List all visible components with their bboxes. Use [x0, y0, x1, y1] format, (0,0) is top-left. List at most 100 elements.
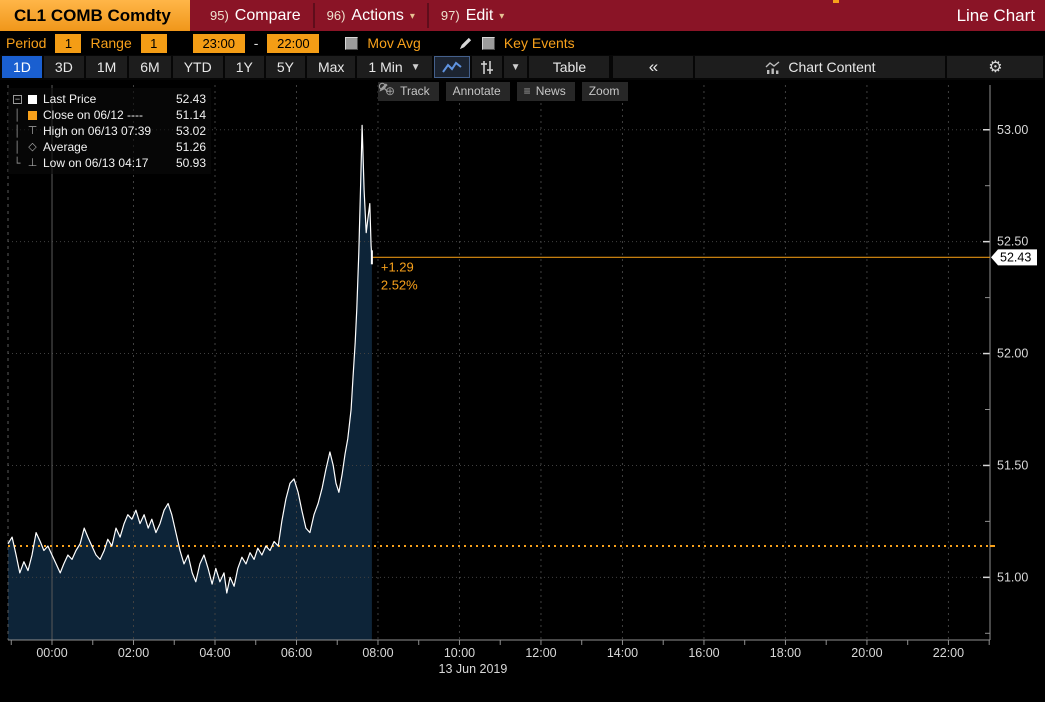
svg-text:2.52%: 2.52% [381, 277, 418, 292]
actions-menu-label: Actions [351, 6, 404, 24]
pencil-icon [459, 37, 471, 49]
svg-text:52.50: 52.50 [997, 235, 1028, 249]
chevron-down-icon: ▾ [409, 11, 415, 22]
zoom-label: Zoom [588, 84, 620, 98]
track-label: Track [400, 84, 430, 98]
legend-row-high[interactable]: │ ⊤ High on 06/13 07:39 53.02 [12, 123, 206, 139]
legend-value: 53.02 [175, 124, 206, 138]
line-chart-icon [441, 61, 462, 73]
chart-legend: − Last Price 52.43 │ Close on 06/12 ----… [8, 88, 211, 174]
actions-menu-button[interactable]: 96) Actions ▾ [315, 0, 427, 31]
period-input[interactable]: 1 [55, 33, 82, 53]
edit-menu-key: 97) [440, 8, 460, 23]
indicators-button[interactable] [471, 56, 502, 78]
legend-row-last-price[interactable]: − Last Price 52.43 [12, 91, 206, 107]
ticker-box[interactable]: CL1 COMB Comdty [0, 0, 190, 31]
svg-text:06:00: 06:00 [281, 646, 312, 660]
mov-avg-checkbox[interactable] [345, 36, 359, 50]
legend-row-average[interactable]: │ ◇ Average 51.26 [12, 139, 206, 155]
track-button[interactable]: ⊕ Track [378, 82, 439, 101]
svg-text:08:00: 08:00 [362, 646, 393, 660]
top-indicator-tick [833, 0, 839, 3]
compare-menu-key: 95) [210, 8, 229, 23]
svg-text:02:00: 02:00 [118, 646, 149, 660]
svg-text:18:00: 18:00 [770, 646, 801, 660]
mov-avg-label: Mov Avg [367, 35, 421, 51]
last-price-badge: 52.43 [991, 249, 1037, 266]
gear-icon: ⚙ [988, 59, 1003, 76]
tab-max[interactable]: Max [306, 56, 356, 78]
tree-branch: │ [13, 108, 21, 122]
range-input[interactable]: 1 [140, 33, 167, 53]
zoom-button[interactable]: Zoom [378, 82, 629, 101]
chart-type-caret-button[interactable]: ▼ [503, 56, 528, 78]
period-label: Period [6, 35, 47, 51]
tab-1d[interactable]: 1D [2, 56, 42, 78]
change-annotation: +1.29 2.52% [381, 259, 418, 292]
title-bar: CL1 COMB Comdty 95) Compare 96) Actions … [0, 0, 1045, 31]
tab-3d[interactable]: 3D [43, 56, 84, 78]
chevron-down-icon: ▾ [499, 11, 505, 22]
table-button[interactable]: Table [529, 56, 610, 78]
legend-value: 51.26 [175, 140, 206, 154]
key-events-checkbox[interactable] [481, 36, 495, 50]
time-from-input[interactable]: 23:00 [192, 33, 245, 53]
collapse-panel-button[interactable]: « [613, 56, 694, 78]
svg-text:12:00: 12:00 [525, 646, 556, 660]
annotate-button[interactable]: Annotate [379, 82, 510, 101]
magnifier-icon [378, 82, 389, 93]
compare-menu-label: Compare [234, 6, 301, 24]
svg-text:04:00: 04:00 [199, 646, 230, 660]
tab-6m[interactable]: 6M [129, 56, 171, 78]
chart-content-label: Chart Content [788, 59, 876, 75]
key-events-label: Key Events [503, 35, 575, 51]
high-marker-icon: ⊤ [27, 124, 38, 137]
legend-label: Close on 06/12 ---- [43, 108, 144, 122]
legend-collapse-icon[interactable]: − [13, 93, 22, 104]
tab-5y[interactable]: 5Y [265, 56, 305, 78]
actions-menu-key: 96) [326, 8, 346, 23]
gridlines: 51.00 51.50 52.00 52.50 53.00 00:00 02:00 04:00… [7, 85, 1028, 676]
price-line [7, 124, 373, 594]
legend-row-low[interactable]: └ ⊥ Low on 06/13 04:17 50.93 [12, 155, 206, 171]
news-button[interactable]: ≡ News [516, 82, 575, 101]
legend-value: 50.93 [175, 156, 206, 170]
menu-divider [312, 3, 315, 28]
svg-text:22:00: 22:00 [933, 646, 964, 660]
window-title: Line Chart [956, 5, 1035, 25]
line-chart-type-button[interactable] [433, 56, 470, 78]
legend-label: Average [43, 140, 88, 154]
annotate-label: Annotate [452, 84, 501, 98]
indicators-icon [480, 60, 493, 74]
line-chart-canvas[interactable]: 51.00 51.50 52.00 52.50 53.00 00:00 02:00 04:00… [0, 80, 1045, 702]
tab-1m[interactable]: 1M [85, 56, 128, 78]
annotate-pencil-button[interactable] [458, 36, 473, 51]
legend-row-close[interactable]: │ Close on 06/12 ---- 51.14 [12, 107, 206, 123]
tree-branch: │ [13, 124, 21, 138]
chart-area: 51.00 51.50 52.00 52.50 53.00 00:00 02:00 04:00… [0, 80, 1045, 702]
legend-label: Low on 06/13 04:17 [43, 156, 149, 170]
average-marker-icon: ◇ [28, 140, 37, 153]
tab-ytd[interactable]: YTD [172, 56, 223, 78]
menu-divider [426, 3, 429, 28]
tab-1y[interactable]: 1Y [224, 56, 264, 78]
compare-menu-button[interactable]: 95) Compare [198, 0, 313, 31]
chart-content-icon [765, 60, 780, 74]
interval-dropdown[interactable]: 1 Min ▼ [357, 56, 432, 78]
time-to-input[interactable]: 22:00 [267, 33, 320, 53]
svg-text:16:00: 16:00 [688, 646, 719, 660]
svg-text:52.00: 52.00 [997, 347, 1028, 361]
legend-value: 52.43 [175, 92, 206, 106]
chevron-down-icon: ▼ [410, 61, 421, 73]
chart-tools-bar: ⊕ Track Annotate ≡ News Zoom [378, 82, 629, 101]
svg-text:20:00: 20:00 [851, 646, 882, 660]
legend-value: 51.14 [175, 108, 206, 122]
svg-text:+1.29: +1.29 [381, 259, 414, 274]
legend-label: High on 06/13 07:39 [43, 124, 152, 138]
close-swatch [26, 110, 39, 120]
legend-label: Last Price [43, 92, 97, 106]
edit-menu-button[interactable]: 97) Edit ▾ [429, 0, 516, 31]
chart-settings-button[interactable]: ⚙ [947, 56, 1044, 78]
svg-text:52.43: 52.43 [1000, 250, 1031, 264]
chart-content-button[interactable]: Chart Content [695, 56, 946, 78]
